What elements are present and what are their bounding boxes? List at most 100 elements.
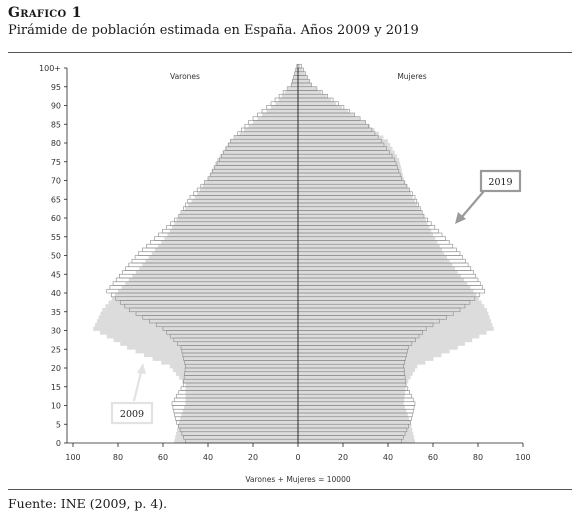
bar-2009-women-age-31: [298, 323, 493, 328]
bar-2009-men-age-87: [262, 113, 298, 118]
bar-2009-women-age-41: [298, 285, 471, 290]
bar-2009-men-age-64: [191, 199, 298, 204]
bar-2009-women-age-51: [298, 248, 442, 253]
bar-2009-men-age-51: [154, 248, 298, 253]
bar-2009-women-age-53: [298, 240, 438, 245]
callout-arrow-2009: [132, 371, 143, 402]
bar-2009-women-age-32: [298, 319, 492, 324]
bar-2009-women-age-48: [298, 259, 450, 264]
bar-2009-men-age-49: [148, 255, 298, 260]
bar-2009-women-age-7: [298, 413, 408, 418]
y-tick-label: 70: [51, 177, 61, 186]
bar-2009-men-age-55: [167, 233, 298, 238]
bar-2009-men-age-96: [292, 79, 298, 84]
callout-arrow-2019: [460, 190, 485, 219]
bar-2009-women-age-39: [298, 293, 477, 298]
bar-2009-women-age-33: [298, 315, 490, 320]
bar-2009-women-age-25: [298, 345, 458, 350]
bar-2009-men-age-27: [113, 338, 298, 343]
bar-2009-men-age-38: [111, 296, 298, 301]
bar-2009-men-age-97: [293, 75, 298, 80]
bar-2009-women-age-29: [298, 330, 487, 335]
bar-2009-men-age-14: [185, 386, 298, 391]
bar-2009-women-age-64: [298, 199, 415, 204]
bar-2009-men-age-90: [275, 101, 298, 106]
bar-2009-women-age-18: [298, 371, 413, 376]
bar-2009-men-age-50: [151, 251, 298, 256]
bar-2009-women-age-23: [298, 353, 442, 358]
bar-2009-men-age-74: [215, 161, 298, 166]
series-2009: [93, 64, 494, 444]
bar-2009-men-age-52: [158, 244, 298, 249]
bar-2009-women-age-6: [298, 416, 410, 421]
bar-2009-women-age-84: [298, 124, 370, 129]
callout-label-2019: 2019: [488, 177, 512, 188]
bar-2009-women-age-57: [298, 225, 430, 230]
bar-2009-women-age-10: [298, 401, 404, 406]
bar-2009-men-age-61: [181, 210, 298, 215]
top-rule: [8, 52, 572, 53]
bar-2009-men-age-75: [217, 158, 298, 163]
bar-2009-women-age-67: [298, 188, 410, 193]
bar-2009-women-age-36: [298, 304, 485, 309]
bar-2009-women-age-37: [298, 300, 482, 305]
bar-2009-men-age-100: [296, 64, 298, 69]
bar-2009-women-age-26: [298, 341, 465, 346]
series-2019: [106, 63, 486, 444]
bar-2009-men-age-15: [185, 383, 298, 388]
bar-2009-men-age-22: [152, 356, 298, 361]
bar-2009-men-age-35: [102, 308, 298, 313]
bar-2009-men-age-45: [136, 270, 298, 275]
bar-2009-women-age-60: [298, 214, 424, 219]
bar-2009-women-age-79: [298, 143, 391, 148]
bar-2009-men-age-48: [145, 259, 298, 264]
y-tick-label: 100+: [39, 64, 61, 73]
bar-2009-men-age-36: [105, 304, 299, 309]
bar-2009-women-age-89: [298, 105, 343, 110]
bar-2009-women-age-21: [298, 360, 426, 365]
bar-2009-men-age-81: [235, 135, 298, 140]
bar-2009-women-age-17: [298, 375, 411, 380]
bar-2009-men-age-19: [172, 368, 298, 373]
bar-2009-women-age-35: [298, 308, 487, 313]
y-tick-label: 85: [51, 120, 61, 129]
bar-2009-men-age-88: [266, 109, 298, 114]
bar-2009-women-age-71: [298, 173, 403, 178]
callout-label-2009: 2009: [120, 409, 144, 420]
bar-2009-women-age-75: [298, 158, 400, 163]
bar-2009-men-age-7: [181, 413, 298, 418]
y-tick-label: 15: [51, 383, 61, 392]
bar-2009-men-age-34: [100, 311, 298, 316]
bar-2009-men-age-0: [174, 439, 298, 444]
bar-2009-men-age-3: [176, 428, 298, 433]
bar-2009-women-age-80: [298, 139, 388, 144]
bar-2009-women-age-78: [298, 146, 393, 151]
bar-2009-women-age-83: [298, 128, 375, 133]
bar-2009-women-age-82: [298, 131, 379, 136]
bar-2009-men-age-41: [121, 285, 298, 290]
bar-2009-women-age-20: [298, 364, 418, 369]
bar-2009-men-age-32: [96, 319, 298, 324]
bar-2009-women-age-8: [298, 409, 407, 414]
bar-2009-men-age-63: [188, 203, 298, 208]
bar-2009-women-age-50: [298, 251, 445, 256]
bar-2009-men-age-13: [185, 390, 298, 395]
bar-2009-women-age-91: [298, 98, 332, 103]
bar-2009-women-age-45: [298, 270, 458, 275]
callout-arrowhead-2019: [455, 212, 466, 224]
x-tick-label: 60: [428, 453, 438, 462]
bar-2009-men-age-33: [98, 315, 299, 320]
population-pyramid-chart: 0 5 10 15 20 25 30 35 40 45 50 55 60 65 70 75 80 85 90 95 10…: [39, 63, 531, 484]
bar-2009-women-age-90: [298, 101, 337, 106]
bar-2009-men-age-46: [139, 266, 298, 271]
bar-2009-men-age-82: [239, 131, 298, 136]
bar-2009-men-age-86: [257, 116, 298, 121]
chart-title: Grafico 1: [8, 5, 82, 21]
bar-2009-women-age-97: [298, 75, 307, 80]
bar-2009-men-age-98: [294, 71, 298, 76]
bar-2009-men-age-94: [288, 86, 298, 91]
bar-2009-men-age-39: [114, 293, 298, 298]
bar-2009-men-age-17: [179, 375, 298, 380]
y-tick-label: 30: [51, 327, 61, 336]
bar-2009-women-age-42: [298, 281, 468, 286]
